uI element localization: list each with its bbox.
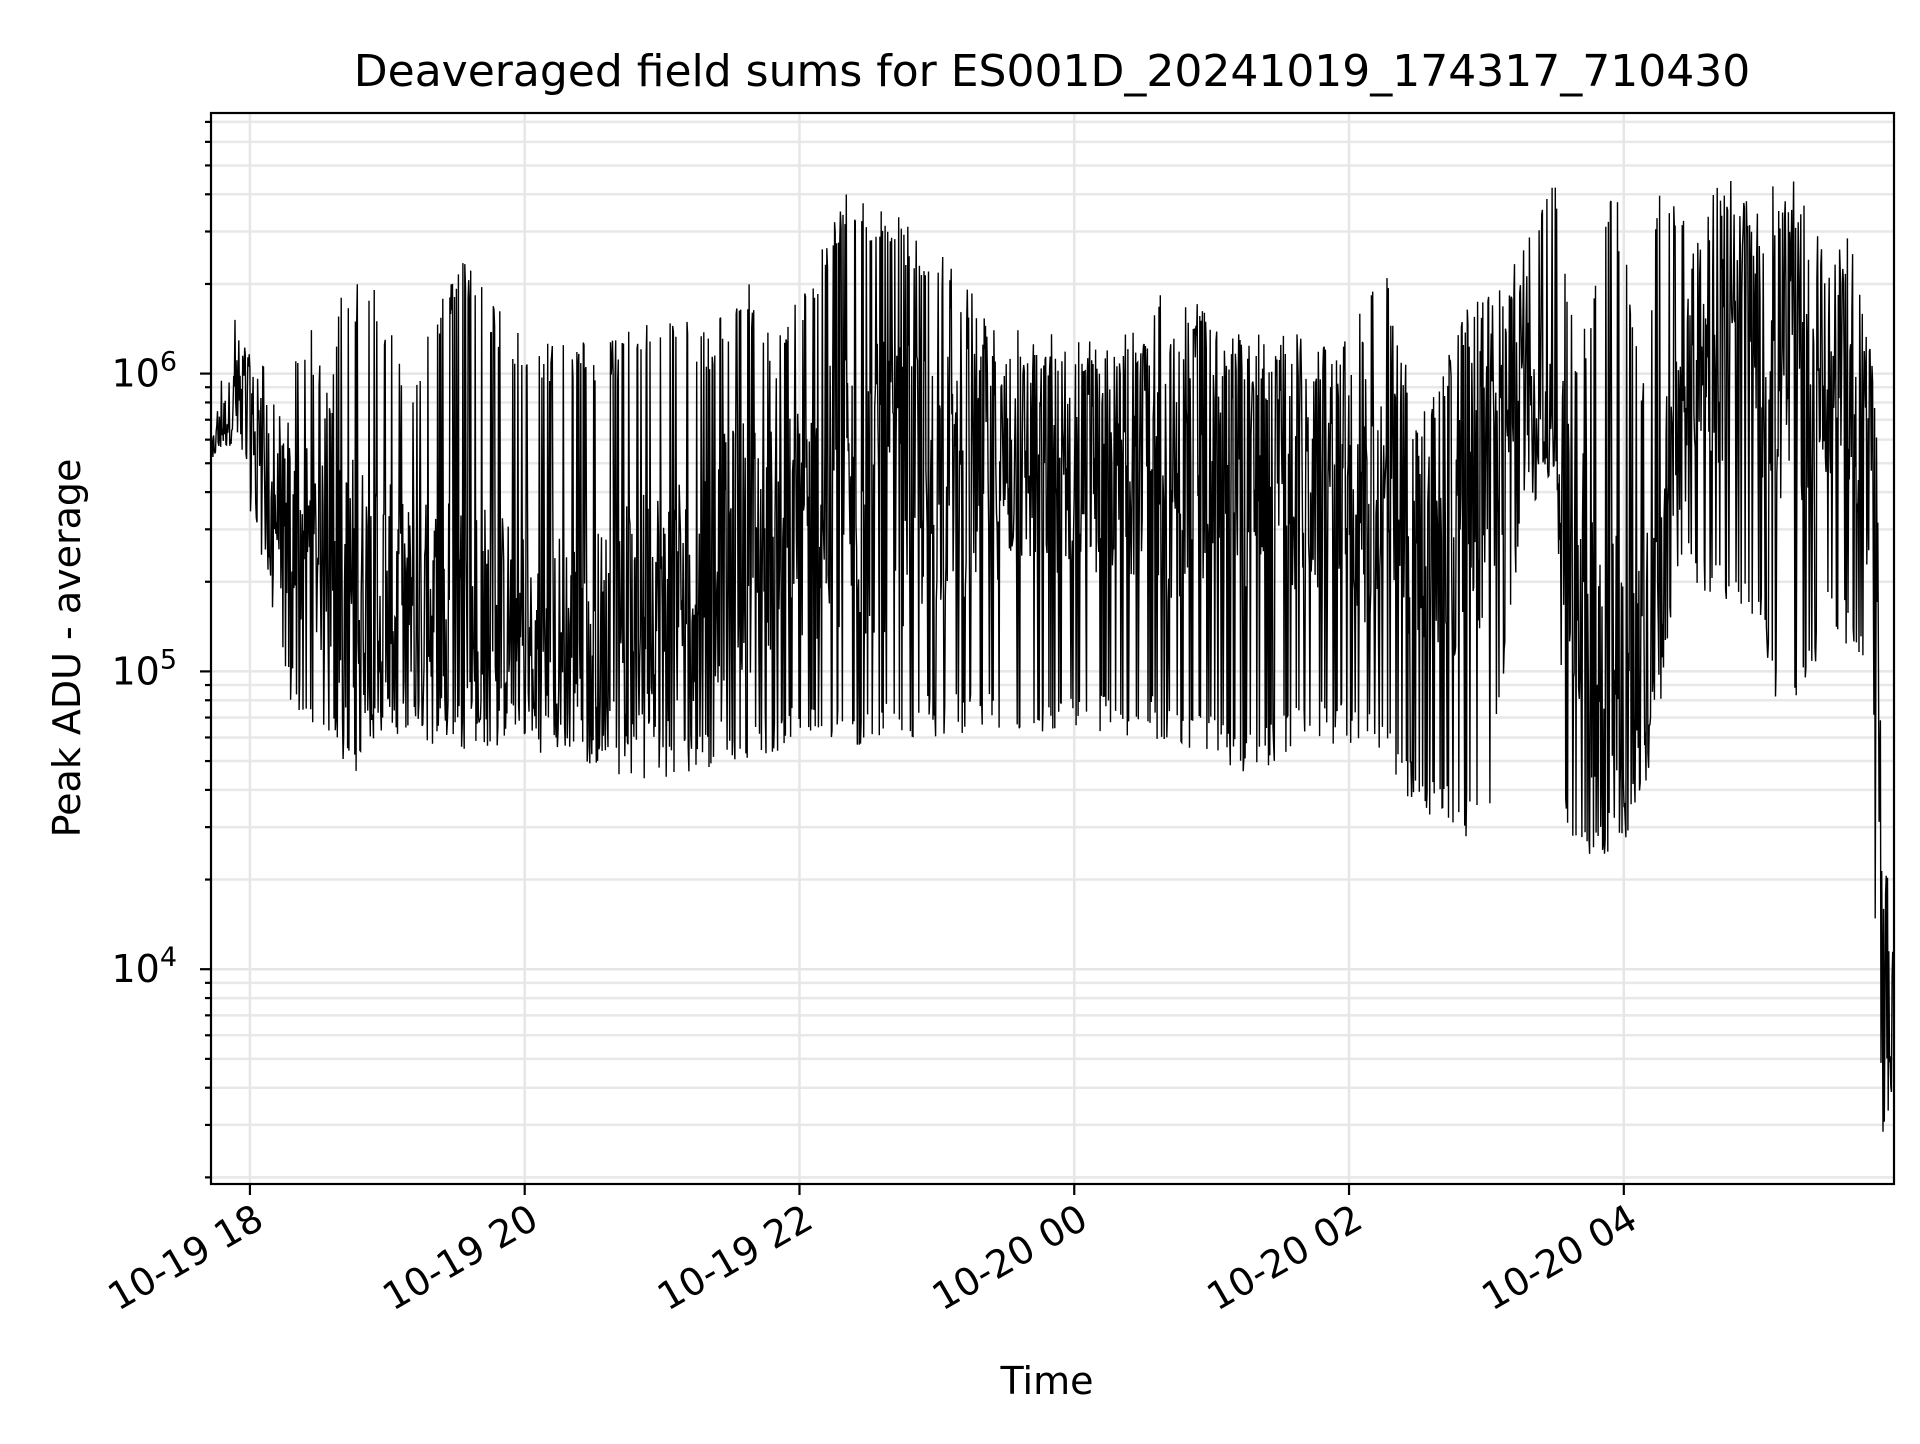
x-tick-label: 10-19 20 xyxy=(375,1196,545,1320)
y-tick-label-base: 10 xyxy=(111,649,159,693)
y-tick-label: 104 xyxy=(111,942,177,991)
y-tick-label-base: 10 xyxy=(111,352,159,396)
x-axis-label: Time xyxy=(1000,1359,1094,1403)
x-tick-label: 10-20 00 xyxy=(925,1196,1095,1320)
y-tick-label-base: 10 xyxy=(111,947,159,991)
y-tick-label: 106 xyxy=(111,347,177,396)
x-tick-label: 10-20 04 xyxy=(1474,1196,1644,1320)
series-line xyxy=(210,180,1895,1132)
y-tick-label-exponent: 5 xyxy=(160,644,177,675)
x-tick-label: 10-20 02 xyxy=(1200,1196,1370,1320)
x-axis-ticks: 10-19 18 10-19 20 10-19 22 10-20 00 10-20 02… xyxy=(100,1184,1644,1319)
plot-frame xyxy=(209,111,1896,1186)
x-tick-label: 10-19 22 xyxy=(650,1196,820,1320)
x-tick-label: 10-19 18 xyxy=(100,1196,270,1320)
y-axis-label: Peak ADU - average xyxy=(45,459,89,838)
y-tick-label-exponent: 4 xyxy=(160,942,177,973)
series-area xyxy=(210,180,1895,1132)
y-tick-label-exponent: 6 xyxy=(160,347,177,378)
chart-title: Deaveraged field sums for ES001D_2024101… xyxy=(354,46,1750,97)
y-tick-label: 105 xyxy=(111,644,177,693)
